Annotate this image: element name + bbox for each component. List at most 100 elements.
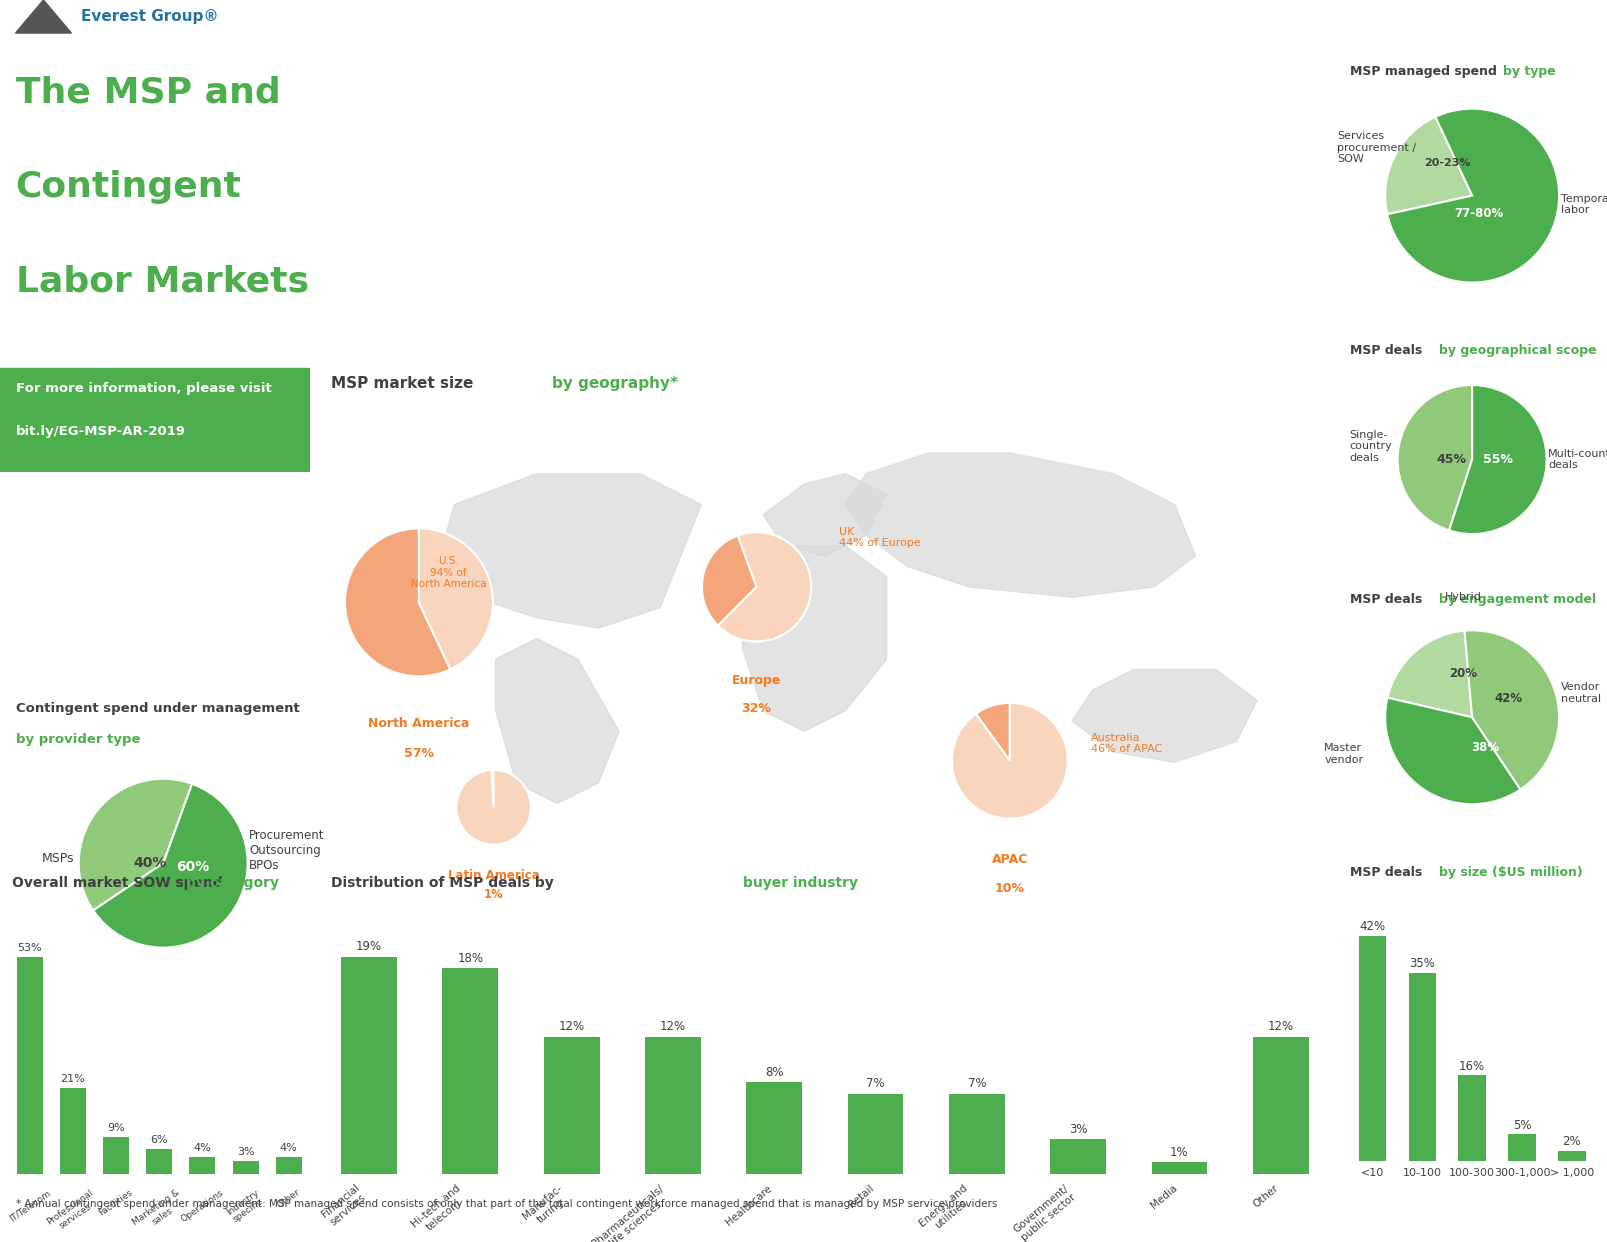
Text: Government/
public sector: Government/ public sector (1011, 1182, 1077, 1242)
Polygon shape (495, 638, 619, 804)
Text: MSPs and Procurement Outsourcing BPOs: MSPs and Procurement Outsourcing BPOs (16, 534, 344, 548)
Text: Manufac-
turing: Manufac- turing (521, 1182, 572, 1231)
Text: Other: Other (1250, 1182, 1279, 1210)
Text: Industry
specific: Industry specific (225, 1187, 267, 1225)
Polygon shape (16, 0, 71, 34)
Text: Distribution of MSP deals by: Distribution of MSP deals by (331, 876, 558, 891)
Bar (1252, 1037, 1308, 1174)
Bar (543, 1037, 599, 1174)
Polygon shape (1072, 669, 1257, 763)
Text: <10: <10 (1360, 1167, 1384, 1177)
Text: Australia
46% of APAC: Australia 46% of APAC (1090, 733, 1162, 754)
Text: 3%: 3% (236, 1148, 254, 1158)
Text: APAC: APAC (992, 853, 1027, 867)
Bar (341, 956, 397, 1174)
Text: 21%: 21% (61, 1074, 85, 1084)
Text: Pharmaceuticals/
life sciences: Pharmaceuticals/ life sciences (590, 1182, 672, 1242)
Wedge shape (492, 770, 493, 807)
Text: 10-100: 10-100 (1401, 1167, 1441, 1177)
Text: North America: North America (368, 717, 469, 730)
Wedge shape (1387, 109, 1559, 282)
Text: > 1,000: > 1,000 (1549, 1167, 1593, 1177)
Wedge shape (1396, 385, 1472, 530)
Bar (1557, 1150, 1585, 1161)
Wedge shape (1448, 385, 1546, 534)
Text: 10%: 10% (995, 882, 1024, 895)
Text: 20%: 20% (1448, 667, 1477, 681)
Text: US$140-150 billion*: US$140-150 billion* (341, 83, 775, 120)
Text: Latin America: Latin America (447, 869, 540, 882)
Text: 42%: 42% (1358, 920, 1385, 933)
Text: 32%: 32% (741, 702, 771, 714)
Text: 57%: 57% (403, 746, 434, 760)
Text: 20-23%: 20-23% (1424, 158, 1470, 168)
Text: UK
44% of Europe: UK 44% of Europe (839, 527, 919, 549)
Text: Master
vendor: Master vendor (1324, 743, 1363, 765)
Text: Procurement
Outsourcing
BPOs: Procurement Outsourcing BPOs (249, 828, 325, 872)
Wedge shape (418, 528, 492, 669)
Text: IT/Telecom: IT/Telecom (8, 1187, 51, 1223)
Text: Other: Other (275, 1187, 302, 1210)
Text: 7%: 7% (866, 1077, 884, 1090)
Bar (442, 968, 498, 1174)
Text: 60%: 60% (177, 861, 209, 874)
Wedge shape (1464, 631, 1559, 790)
Text: Operations: Operations (180, 1187, 225, 1223)
Text: MSP deals: MSP deals (1350, 592, 1425, 606)
Text: 12%: 12% (558, 1020, 585, 1033)
Wedge shape (346, 528, 450, 677)
Text: Multi-country
deals: Multi-country deals (1548, 448, 1607, 471)
Text: MSP market size: MSP market size (331, 375, 479, 391)
Text: 45%: 45% (1435, 453, 1466, 466)
Text: 55%: 55% (1482, 453, 1512, 466)
Polygon shape (763, 473, 885, 556)
Wedge shape (456, 770, 530, 845)
Text: Healthcare: Healthcare (723, 1182, 773, 1227)
Text: 6%: 6% (151, 1135, 167, 1145)
Bar (59, 1088, 85, 1174)
Text: 38%: 38% (1470, 741, 1498, 754)
Text: Temporary
labor: Temporary labor (1560, 194, 1607, 215)
Text: 19%: 19% (355, 940, 382, 953)
Text: 4%: 4% (193, 1144, 211, 1154)
Text: Hi-tech and
telecom: Hi-tech and telecom (410, 1182, 469, 1238)
Text: Contingent: Contingent (16, 170, 241, 204)
Text: Everest Group®: Everest Group® (80, 10, 219, 25)
FancyBboxPatch shape (0, 368, 310, 472)
Wedge shape (1384, 117, 1472, 215)
Wedge shape (1387, 631, 1472, 718)
Text: 35%: 35% (1408, 958, 1435, 970)
Bar (948, 1094, 1004, 1174)
Bar (233, 1161, 259, 1174)
Text: 2%: 2% (1562, 1135, 1580, 1148)
Text: 9%: 9% (108, 1123, 125, 1133)
Text: 4%: 4% (280, 1144, 297, 1154)
Text: Professional
services: Professional services (45, 1187, 101, 1235)
Text: Hybrid: Hybrid (1445, 592, 1482, 602)
Text: by geographical scope: by geographical scope (1438, 344, 1596, 358)
Text: MSP managed spend: MSP managed spend (1350, 65, 1501, 78)
Text: 18%: 18% (456, 951, 484, 965)
Wedge shape (718, 532, 810, 642)
Text: US$320-330 billion: US$320-330 billion (16, 605, 283, 630)
Wedge shape (93, 784, 247, 948)
Bar (146, 1149, 172, 1174)
Text: by geography*: by geography* (551, 375, 678, 391)
Bar (644, 1037, 701, 1174)
Text: Contingent spend under management: Contingent spend under management (16, 702, 299, 714)
Text: Media: Media (1149, 1182, 1178, 1211)
Text: buyer industry: buyer industry (742, 876, 857, 891)
Bar (276, 1158, 302, 1174)
Text: Retail: Retail (845, 1182, 874, 1210)
Text: Financial
services: Financial services (320, 1182, 370, 1228)
Text: by category: by category (186, 876, 280, 891)
Text: 40%: 40% (133, 856, 167, 871)
Text: MSPs: MSPs (42, 852, 74, 866)
Bar (1151, 1163, 1207, 1174)
Text: Key growth drivers: sourcing hard-to-find talent, minimizing risk of non-
compli: Key growth drivers: sourcing hard-to-fin… (341, 209, 839, 276)
Bar (746, 1082, 802, 1174)
Text: 3%: 3% (1069, 1123, 1086, 1136)
Text: 7%: 7% (967, 1077, 985, 1090)
Bar (103, 1136, 129, 1174)
Text: by engagement model: by engagement model (1438, 592, 1596, 606)
